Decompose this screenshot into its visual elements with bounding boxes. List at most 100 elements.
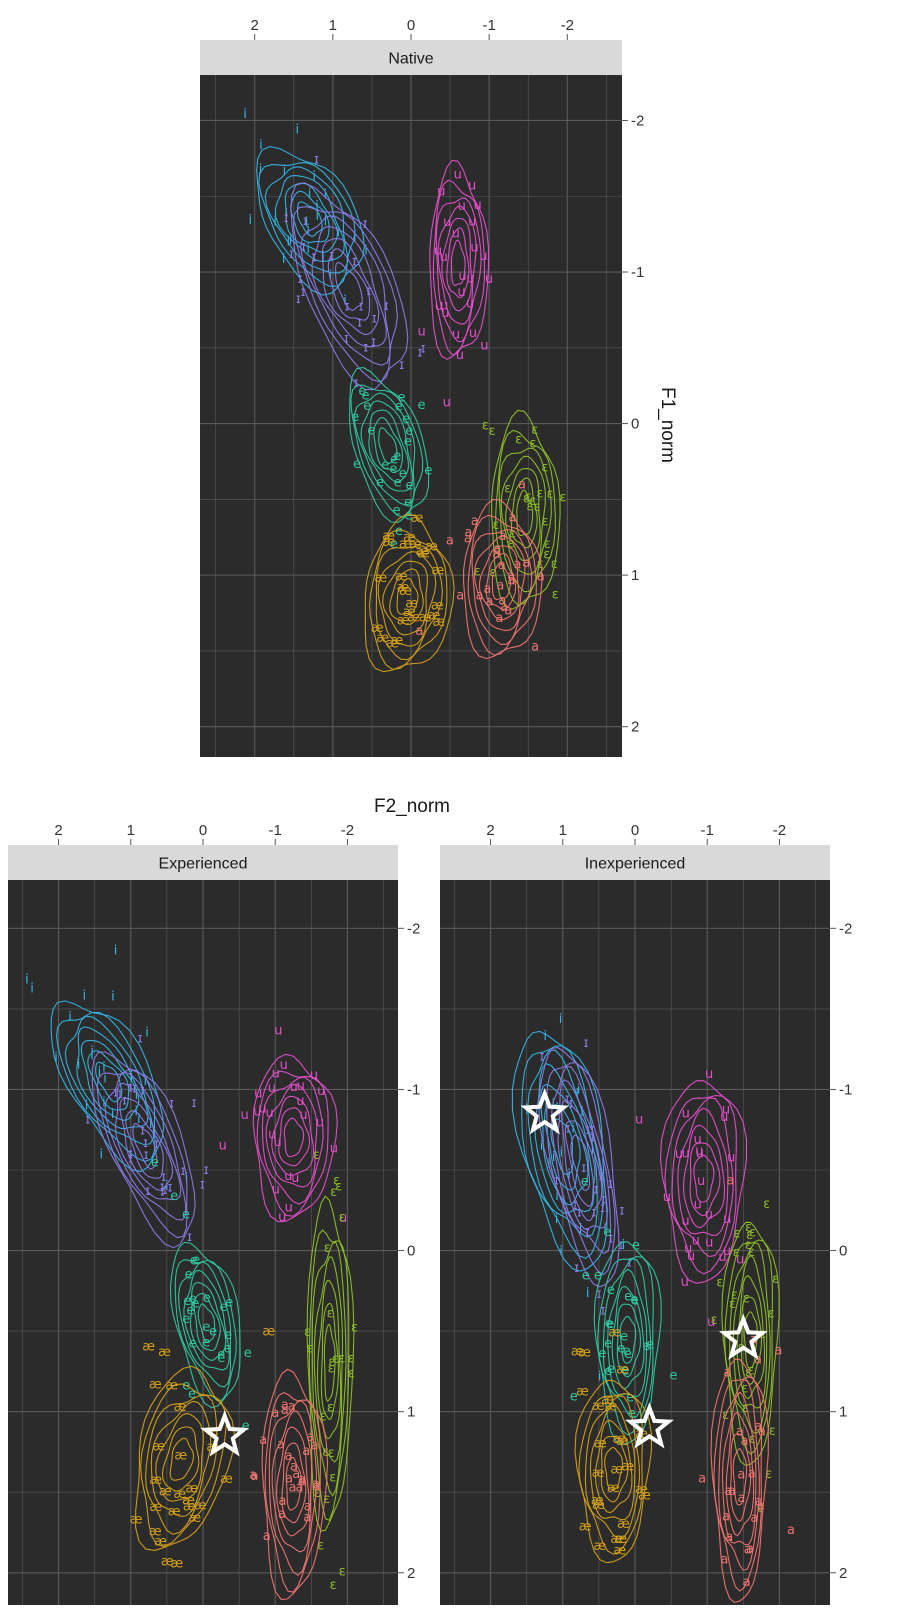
vowel-token: i	[598, 1370, 602, 1385]
vowel-token: æ	[576, 1385, 589, 1400]
vowel-token: æ	[607, 1481, 620, 1496]
vowel-token: i	[591, 1143, 595, 1158]
vowel-token: e	[182, 1379, 190, 1394]
vowel-token: i	[90, 1048, 94, 1063]
vowel-token: a	[737, 1468, 745, 1483]
vowel-token: ɛ	[559, 491, 566, 506]
vowel-token: ɛ	[489, 565, 496, 580]
vowel-token: i	[544, 1099, 548, 1114]
vowel-token: ɪ	[565, 1092, 570, 1107]
vowel-token: e	[390, 453, 398, 468]
contour-line	[500, 455, 546, 575]
vowel-token: a	[476, 589, 484, 604]
vowel-token: u	[663, 1190, 671, 1205]
vowel-token: e	[188, 1387, 196, 1402]
vowel-token: ɛ	[711, 1313, 718, 1328]
vowel-token: e	[626, 1391, 634, 1406]
vowel-token: ɛ	[351, 1320, 358, 1335]
vowel-token: ɛ	[768, 1307, 775, 1322]
vowel-token: i	[248, 213, 252, 228]
x-tick-label: -2	[561, 17, 574, 34]
vowel-token: ɛ	[745, 1365, 752, 1380]
vowel-token: ɪ	[289, 247, 294, 262]
vowel-token: e	[570, 1389, 578, 1404]
vowel-token: ɛ	[749, 1432, 756, 1447]
vowel-token: i	[90, 1045, 94, 1060]
contour-line	[281, 1442, 307, 1524]
vowel-token: ɪ	[590, 1123, 595, 1138]
vowel-token: æ	[616, 1434, 629, 1449]
vowel-token: ɪ	[399, 358, 404, 373]
vowel-token: e	[183, 1294, 191, 1309]
vowel-token: ɛ	[772, 1272, 779, 1287]
vowel-token: u	[705, 1207, 713, 1222]
vowel-token: u	[705, 1235, 713, 1250]
contour-line	[132, 1122, 158, 1170]
vowel-token: æ	[578, 1345, 591, 1360]
vowel-token: æ	[173, 1487, 186, 1502]
vowel-token: ɛ	[330, 1185, 337, 1200]
vowel-token: ɛ	[741, 1382, 748, 1397]
vowel-token: ɪ	[162, 1183, 167, 1198]
y-tick-label: 1	[839, 1404, 847, 1421]
vowel-token: i	[114, 944, 118, 959]
vowel-token: ɛ	[757, 1501, 764, 1516]
vowel-token: a	[748, 1466, 756, 1481]
contour-line	[495, 429, 556, 606]
vowel-token: u	[285, 1200, 293, 1215]
x-tick-label: 2	[486, 822, 494, 839]
vowel-token: æ	[432, 563, 445, 578]
contour-line	[551, 1066, 612, 1255]
vowel-token: i	[289, 233, 293, 248]
vowel-token: u	[718, 1250, 726, 1265]
vowel-token: e	[209, 1325, 217, 1340]
vowel-token: ɪ	[357, 315, 362, 330]
vowel-token: e	[393, 504, 401, 519]
contour-line	[177, 1261, 232, 1388]
vowel-token: a	[504, 604, 512, 619]
vowel-token: æ	[376, 631, 389, 646]
panel-strip	[440, 845, 830, 880]
y-tick-label: -2	[407, 920, 420, 937]
contour-line	[145, 1394, 218, 1535]
vowel-token: i	[306, 242, 310, 257]
vowel-token: e	[620, 1330, 628, 1345]
y-tick-label: -2	[839, 920, 852, 937]
vowel-token: u	[254, 1087, 262, 1102]
vowel-token: ɛ	[546, 487, 553, 502]
vowel-token: a	[744, 1543, 752, 1558]
vowel-token: u	[274, 1024, 282, 1039]
vowel-token: a	[471, 514, 479, 529]
vowel-token: a	[249, 1468, 257, 1483]
vowel-token: e	[624, 1347, 632, 1362]
vowel-token: u	[458, 269, 466, 284]
vowel-token: ɪ	[354, 376, 359, 391]
vowel-token: e	[225, 1296, 233, 1311]
vowel-token: æ	[592, 1466, 605, 1481]
vowel-token: i	[25, 972, 29, 987]
vowel-token: i	[165, 1179, 169, 1194]
vowel-token: e	[389, 462, 397, 477]
vowel-token: ɛ	[489, 424, 496, 439]
contour-line	[389, 568, 424, 626]
contour-line	[274, 175, 345, 263]
vowel-token: e	[244, 1346, 252, 1361]
density-contours-I	[91, 1051, 196, 1249]
x-tick-label: 0	[407, 17, 415, 34]
contour-line	[721, 1391, 757, 1546]
vowel-token: e	[390, 537, 398, 552]
vowel-token: æ	[592, 1399, 605, 1414]
vowel-token: i	[243, 107, 247, 122]
vowel-token: ɛ	[313, 1148, 320, 1163]
vowel-token: i	[102, 1096, 106, 1111]
vowel-token: i	[82, 989, 86, 1004]
x-tick-label: -2	[341, 822, 354, 839]
vowel-token: a	[496, 579, 504, 594]
vowel-token: u	[240, 1108, 248, 1123]
vowel-token: æ	[399, 584, 412, 599]
contour-line	[713, 1376, 763, 1592]
vowel-token: u	[268, 1128, 276, 1143]
